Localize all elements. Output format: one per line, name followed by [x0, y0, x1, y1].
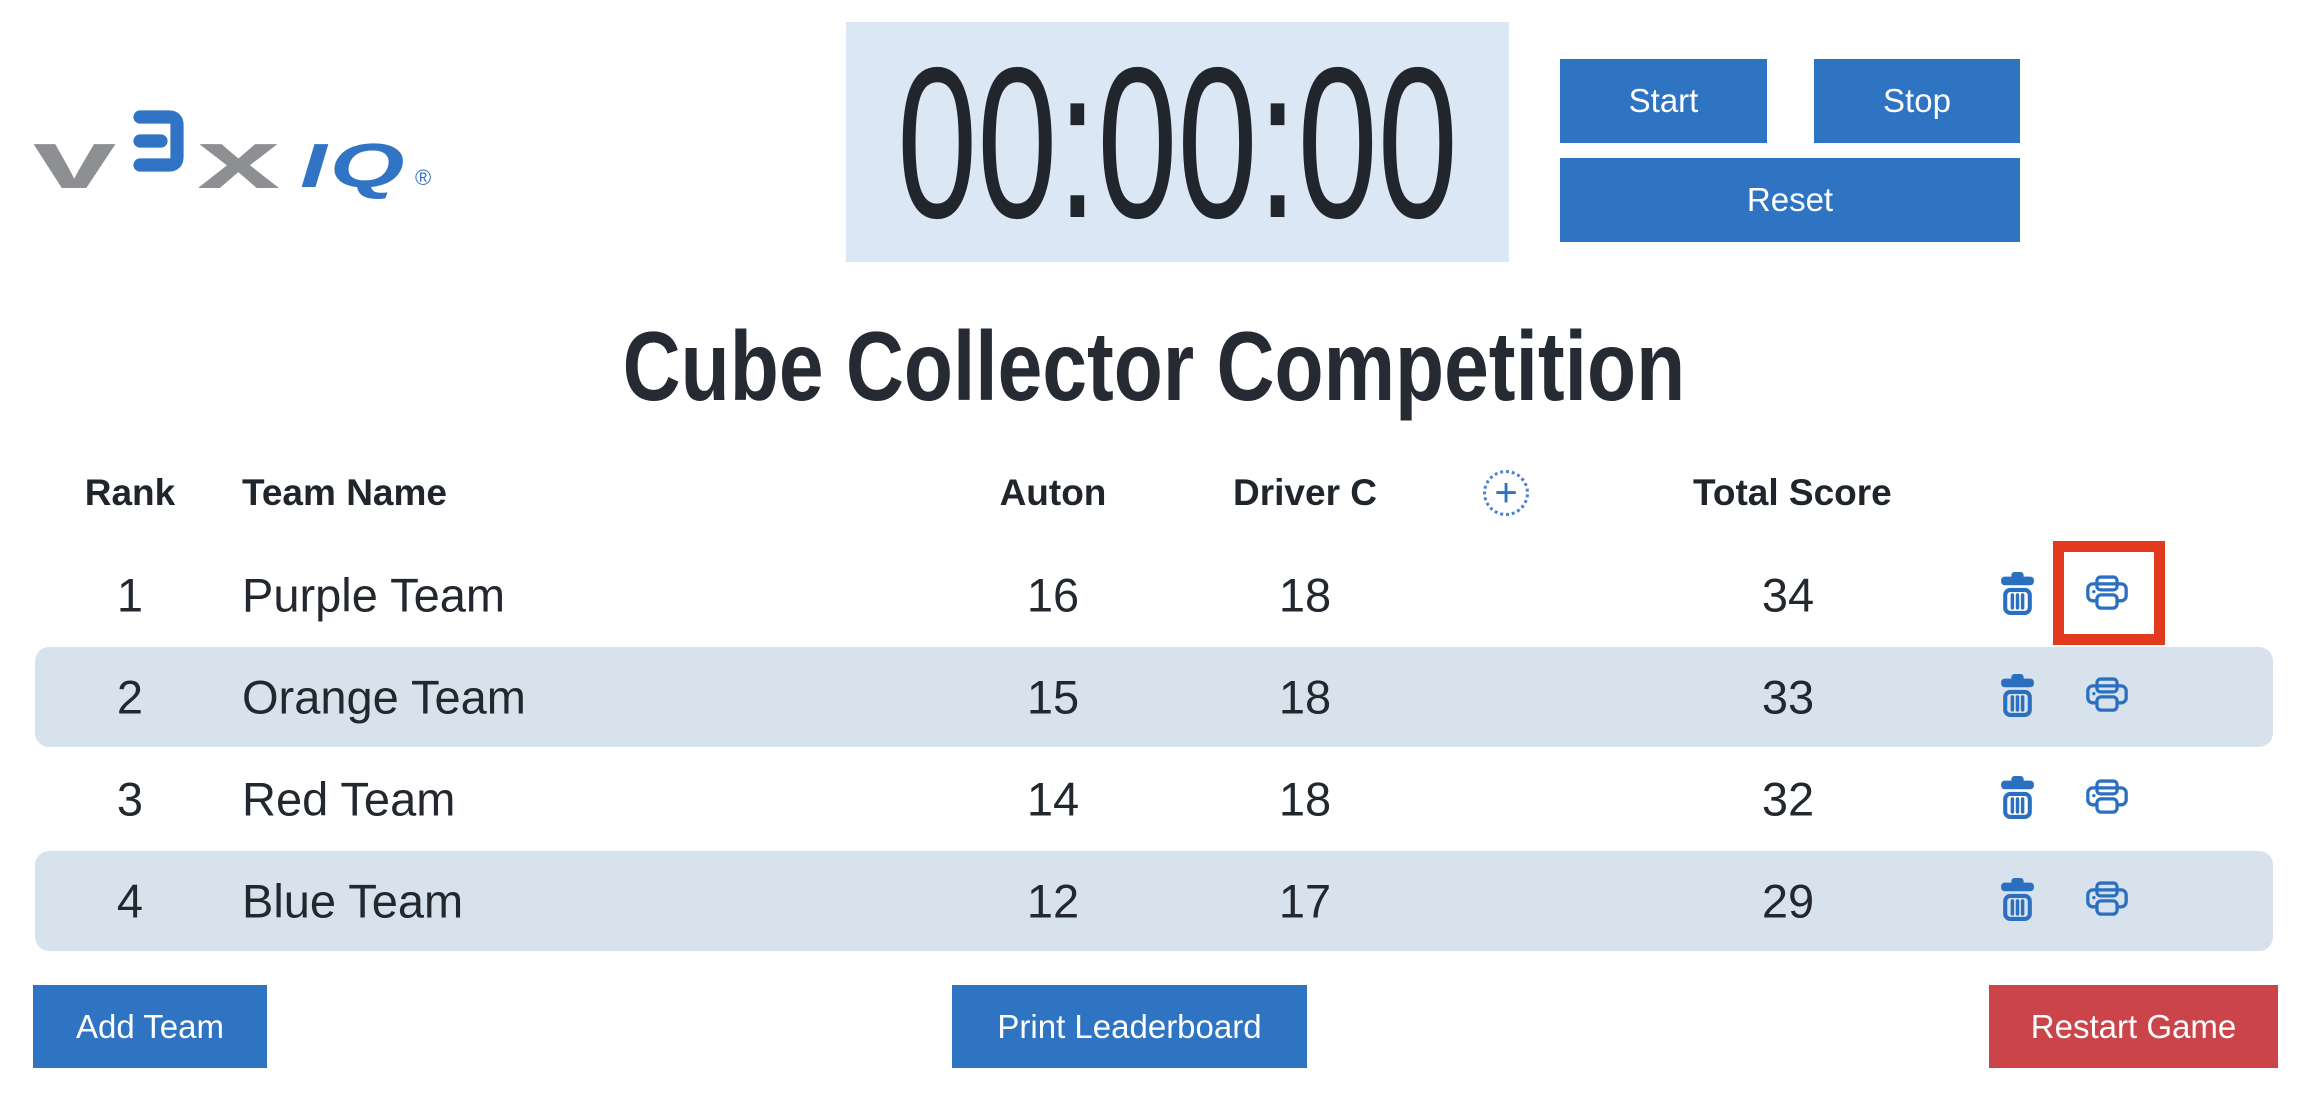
- total-cell: 33: [1761, 670, 1815, 724]
- header-rank: Rank: [84, 472, 176, 513]
- total-cell: 32: [1761, 772, 1815, 826]
- trash-icon: [2000, 878, 2034, 924]
- vex-iq-logo: v x IQ ®: [33, 103, 463, 203]
- table-row: 3 Red Team 14 18 32: [35, 749, 2273, 849]
- auton-cell: 15: [1026, 670, 1080, 724]
- team-cell: Red Team: [242, 772, 456, 826]
- driver-cell: 18: [1278, 670, 1332, 724]
- total-cell: 29: [1761, 874, 1815, 928]
- trash-icon: [2000, 674, 2034, 720]
- rank-cell: 1: [116, 568, 144, 622]
- print-team-button[interactable]: [2077, 871, 2137, 931]
- header-total: Total Score: [1693, 472, 1892, 513]
- print-team-button[interactable]: [2077, 565, 2137, 625]
- table-row: 2 Orange Team 15 18 33: [35, 647, 2273, 747]
- header-team: Team Name: [242, 472, 447, 513]
- total-cell: 34: [1761, 568, 1815, 622]
- header-auton: Auton: [999, 472, 1107, 513]
- driver-cell: 18: [1278, 568, 1332, 622]
- stop-button[interactable]: Stop: [1814, 59, 2020, 143]
- print-team-button[interactable]: [2077, 667, 2137, 727]
- reset-button[interactable]: Reset: [1560, 158, 2020, 242]
- driver-cell: 17: [1278, 874, 1332, 928]
- leaderboard-table: Rank Team Name Auton Driver C + Total Sc…: [0, 452, 2308, 953]
- team-cell: Blue Team: [242, 874, 464, 928]
- team-cell: Orange Team: [242, 670, 526, 724]
- rank-cell: 4: [116, 874, 144, 928]
- auton-cell: 12: [1026, 874, 1080, 928]
- delete-team-button[interactable]: [1987, 769, 2047, 829]
- rank-cell: 3: [116, 772, 144, 826]
- auton-cell: 14: [1026, 772, 1080, 826]
- printer-icon: [2086, 575, 2128, 615]
- logo-letter-x: x: [197, 113, 281, 206]
- timer-value: 00:00:00: [897, 21, 1458, 263]
- header-driver: Driver C: [1233, 472, 1377, 513]
- timer-display: 00:00:00: [846, 22, 1509, 262]
- logo-letter-e-icon: [131, 109, 185, 177]
- delete-team-button[interactable]: [1987, 667, 2047, 727]
- page-title: Cube Collector Competition: [622, 311, 1686, 421]
- printer-icon: [2086, 779, 2128, 819]
- print-leaderboard-button[interactable]: Print Leaderboard: [952, 985, 1307, 1068]
- highlight-box: [2053, 541, 2165, 645]
- trash-icon: [2000, 572, 2034, 618]
- table-row: 4 Blue Team 12 17 29: [35, 851, 2273, 951]
- table-header-row: Rank Team Name Auton Driver C + Total Sc…: [35, 452, 2273, 534]
- add-column-button[interactable]: +: [1483, 470, 1529, 516]
- auton-cell: 16: [1026, 568, 1080, 622]
- registered-mark: ®: [415, 165, 432, 190]
- plus-icon: +: [1494, 471, 1518, 515]
- printer-icon: [2086, 881, 2128, 921]
- rank-cell: 2: [116, 670, 144, 724]
- table-row: 1 Purple Team 16 18 34: [35, 545, 2273, 645]
- driver-cell: 18: [1278, 772, 1332, 826]
- start-button[interactable]: Start: [1560, 59, 1767, 143]
- print-team-button[interactable]: [2077, 769, 2137, 829]
- delete-team-button[interactable]: [1987, 871, 2047, 931]
- team-cell: Purple Team: [242, 568, 505, 622]
- printer-icon: [2086, 677, 2128, 717]
- delete-team-button[interactable]: [1987, 565, 2047, 625]
- logo-letter-v: v: [33, 113, 117, 206]
- restart-game-button[interactable]: Restart Game: [1989, 985, 2278, 1068]
- logo-iq: IQ: [300, 132, 408, 201]
- add-team-button[interactable]: Add Team: [33, 985, 267, 1068]
- trash-icon: [2000, 776, 2034, 822]
